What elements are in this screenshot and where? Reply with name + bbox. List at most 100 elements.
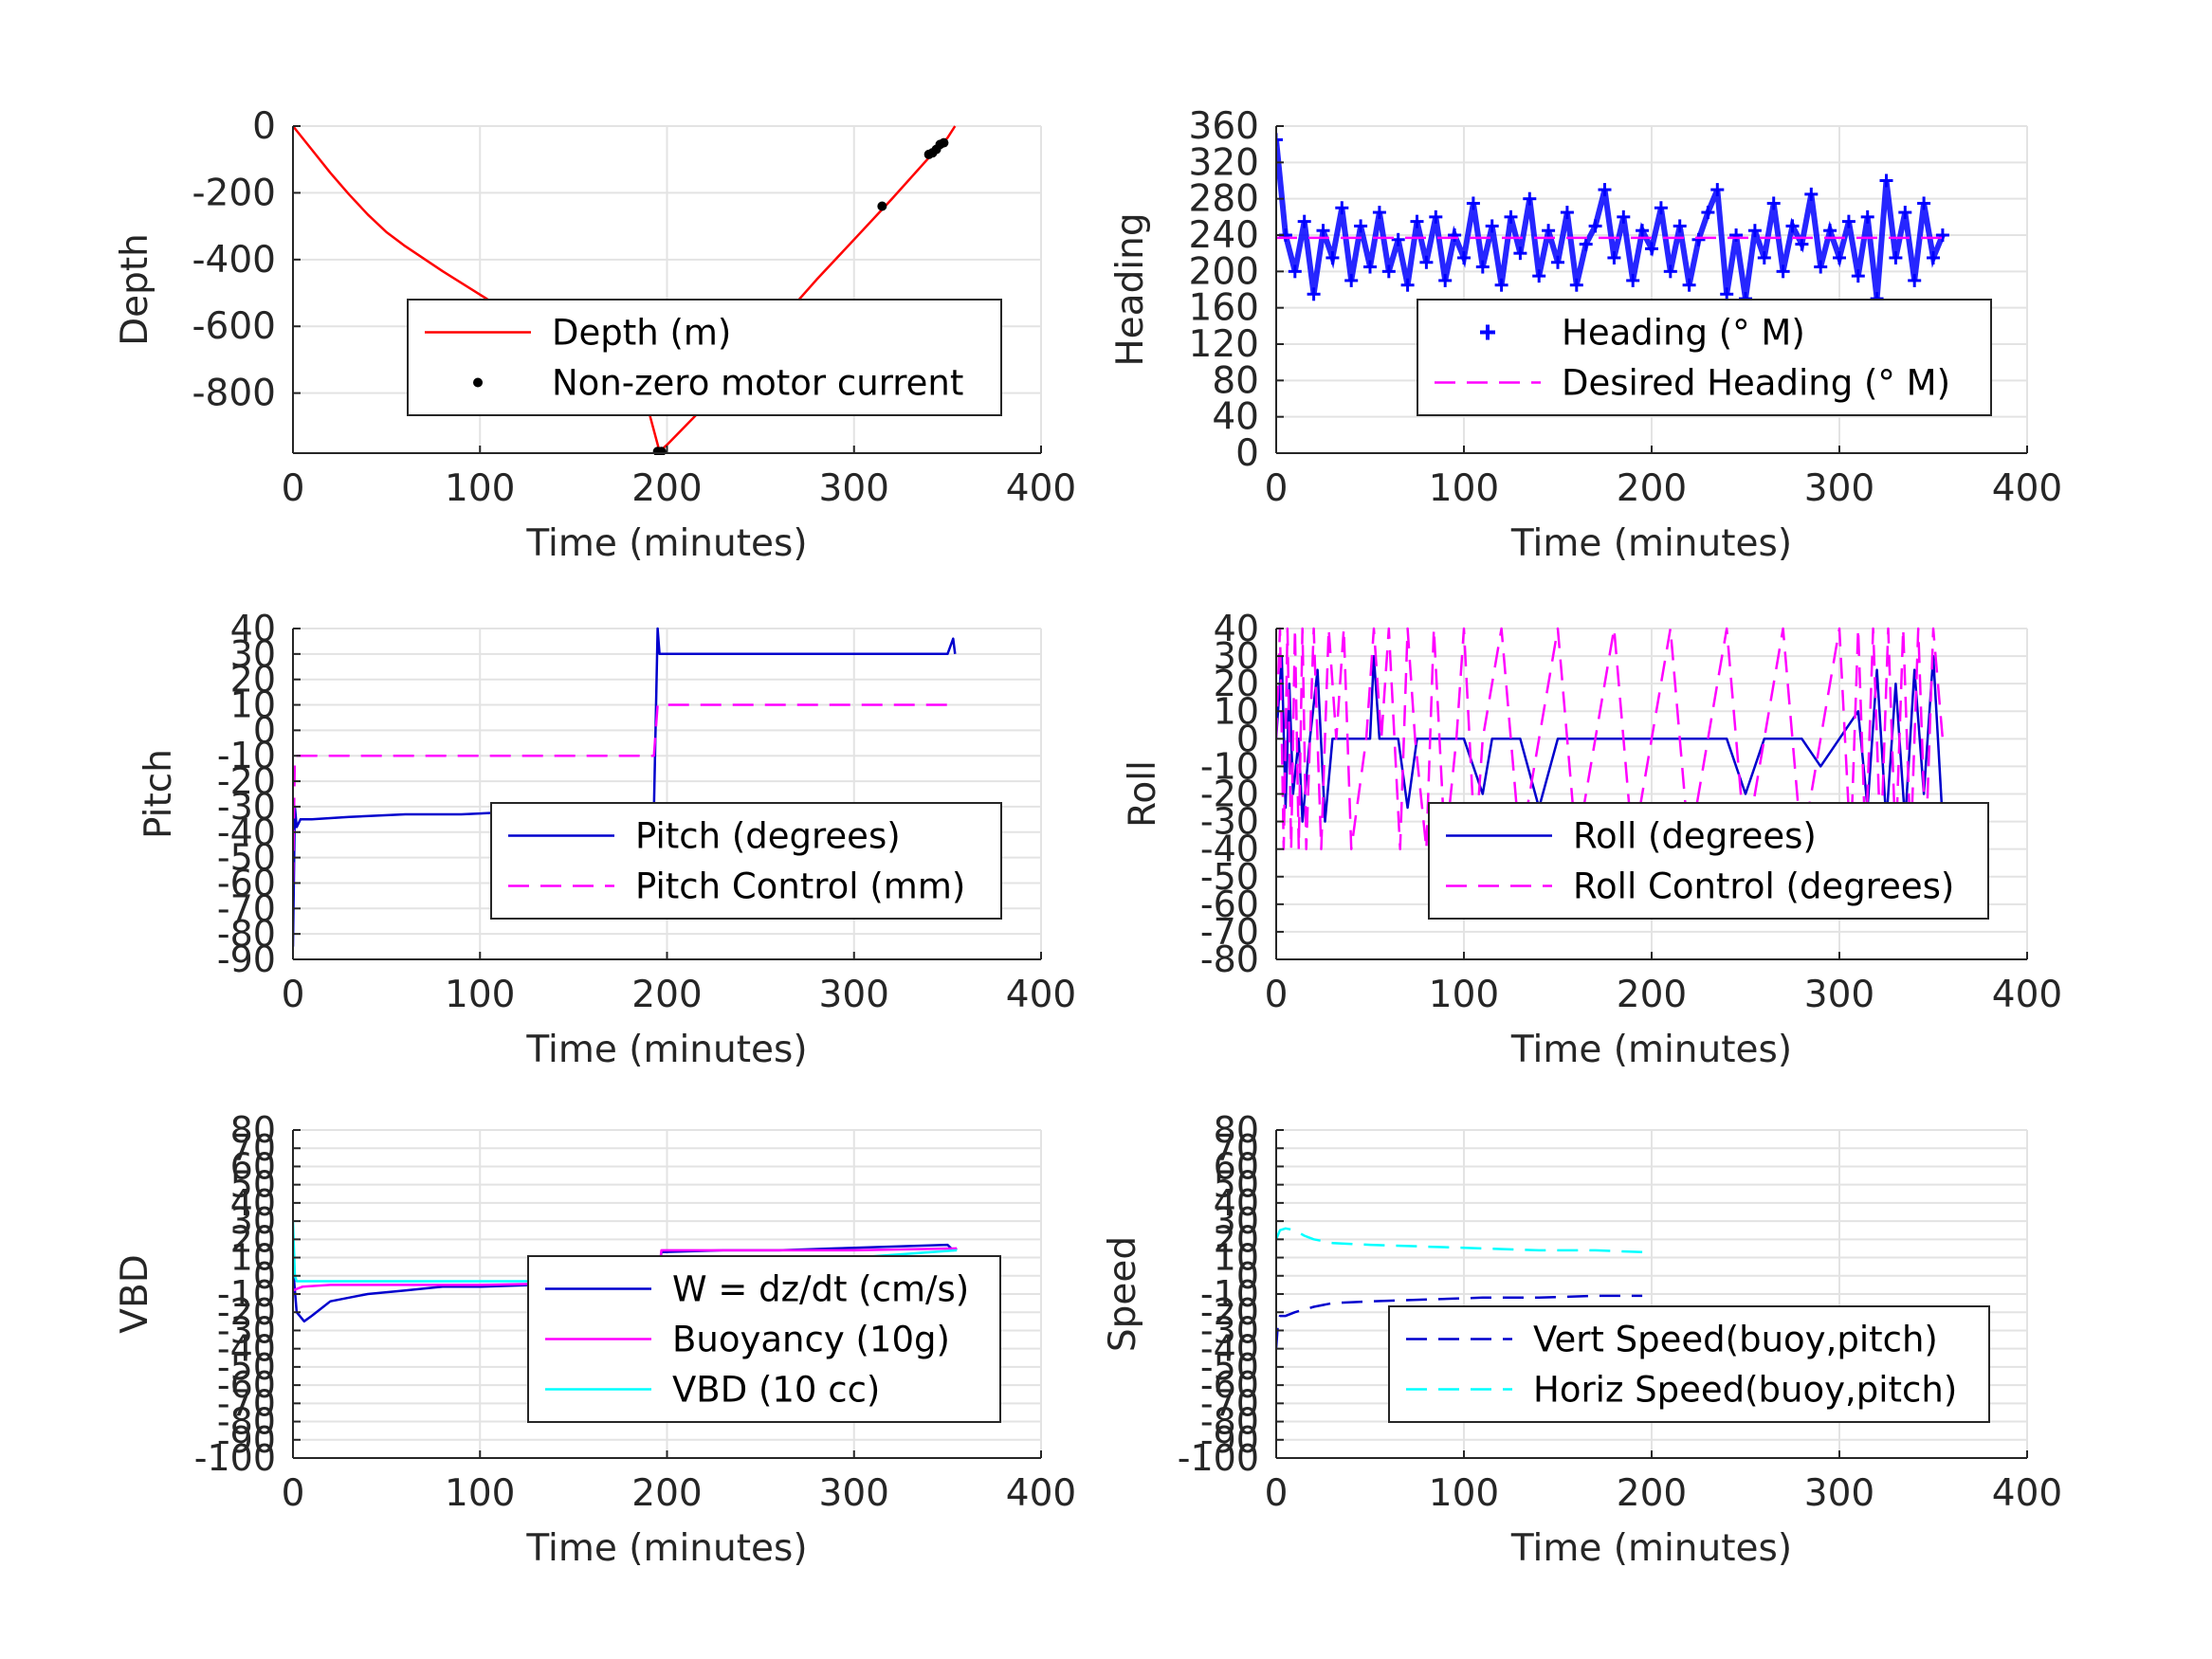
heading-y-tick-label: 160 [1189,287,1259,330]
vbd-y-tick-label: -40 [217,1328,276,1370]
roll-y-tick-label: 30 [1214,635,1259,677]
vbd-y-tick-label: 50 [230,1164,276,1206]
vbd-x-tick-label: 300 [819,1472,889,1515]
vbd-x-axis-label: Time (minutes) [525,1527,807,1570]
roll-y-tick-label: 10 [1214,690,1259,732]
speed-y-tick-label: 10 [1214,1237,1259,1279]
vbd-legend: W = dz/dt (cm/s) Buoyancy (10g) VBD (10 cc… [527,1255,1001,1423]
roll-x-tick-label: 0 [1265,974,1289,1016]
roll-x-tick-label: 100 [1429,974,1499,1016]
speed-x-axis-label: Time (minutes) [1510,1527,1792,1570]
vbd-y-tick-label: -100 [194,1437,276,1479]
speed-x-tick-label: 0 [1265,1472,1289,1515]
depth-legend: Depth (m) Non-zero motor current [407,299,1002,416]
speed-y-tick-label: -10 [1200,1273,1259,1315]
roll-y-axis-label: Roll [1122,760,1164,828]
depth-series-1-point [939,137,949,148]
pitch-legend-label: Pitch Control (mm) [635,866,965,907]
heading-y-tick-label: 240 [1189,214,1259,257]
pitch-legend: Pitch (degrees) Pitch Control (mm) [490,802,1002,920]
roll-legend-label: Roll Control (degrees) [1573,866,1954,907]
roll-x-tick-label: 400 [1992,974,2062,1016]
speed-y-tick-label: 30 [1214,1200,1259,1242]
speed-y-tick-label: 70 [1214,1127,1259,1169]
pitch-y-tick-label: -80 [217,913,276,955]
speed-y-tick-label: -60 [1200,1364,1259,1406]
depth-chart: 0 100 200 300 400 0 -200 -400 -600 -800 Time (minu… [114,105,1076,565]
pitch-series-1-line [293,703,956,884]
roll-y-tick-label: -30 [1200,801,1259,843]
roll-chart: 0 100 200 300 400403020100-10-20-30-40-50-60… [1122,608,2062,1071]
heading-y-tick-label: 0 [1235,432,1259,475]
depth-x-tick-label: 300 [819,467,889,510]
heading-y-tick-label: 200 [1189,250,1259,293]
speed-y-axis-label: Speed [1102,1236,1144,1352]
heading-series-0-marker [1276,133,1283,147]
speed-y-tick-label: -70 [1200,1382,1259,1424]
pitch-chart: 0 100 200 300 400403020100-10-20-30-40-50-60… [137,608,1076,1071]
speed-y-tick-label: 60 [1214,1145,1259,1187]
pitch-x-tick-label: 400 [1006,974,1076,1016]
heading-x-tick-label: 200 [1617,467,1687,510]
roll-y-tick-label: 20 [1214,663,1259,704]
heading-x-tick-label: 0 [1265,467,1289,510]
heading-x-axis-label: Time (minutes) [1510,522,1792,565]
pitch-x-tick-label: 0 [282,974,305,1016]
vbd-x-tick-label: 100 [445,1472,515,1515]
heading-legend: Heading (° M) Desired Heading (° M) [1417,299,1992,416]
vbd-y-tick-label: 70 [230,1127,276,1169]
pitch-x-axis-label: Time (minutes) [525,1029,807,1071]
pitch-y-tick-label: -40 [217,811,276,853]
heading-y-tick-label: 320 [1189,141,1259,184]
vbd-y-tick-label: -90 [217,1419,276,1461]
depth-y-tick-label: -600 [192,305,276,348]
vbd-y-tick-label: 10 [230,1237,276,1279]
vbd-legend-label: Buoyancy (10g) [672,1320,950,1360]
speed-legend: Vert Speed(buoy,pitch) Horiz Speed(buoy,p… [1388,1305,1990,1423]
speed-y-tick-label: 0 [1236,1255,1259,1297]
depth-y-tick-label: -200 [192,172,276,214]
vbd-x-tick-label: 0 [282,1472,305,1515]
pitch-y-tick-label: -50 [217,837,276,879]
roll-y-tick-label: -40 [1200,829,1259,870]
vbd-y-tick-label: 30 [230,1200,276,1242]
pitch-y-tick-label: -30 [217,786,276,828]
speed-x-tick-label: 100 [1429,1472,1499,1515]
depth-series-1-point [656,447,667,455]
depth-x-tick-label: 200 [631,467,702,510]
pitch-y-tick-label: -90 [217,939,276,980]
speed-y-tick-label: 80 [1214,1109,1259,1151]
speed-data-layer [1276,1227,1643,1349]
speed-chart: 0 100 200 300 40080706050403020100-10-20-30-… [1102,1109,2062,1570]
roll-y-tick-label: -50 [1200,856,1259,898]
speed-y-tick-label: -30 [1200,1309,1259,1351]
pitch-y-tick-label: 30 [230,633,276,675]
heading-chart: 0 100 200 300 40004080120160200240280320360T… [1109,105,2062,565]
speed-y-tick-label: -90 [1200,1419,1259,1461]
heading-y-tick-label: 120 [1189,323,1259,366]
roll-y-tick-label: -20 [1200,774,1259,815]
vbd-y-tick-label: 40 [230,1182,276,1224]
heading-legend-label: Desired Heading (° M) [1562,363,1950,404]
roll-legend-label: Roll (degrees) [1573,816,1817,857]
roll-y-tick-label: -60 [1200,884,1259,925]
speed-y-tick-label: -100 [1178,1437,1259,1479]
heading-series-0-trace [1276,139,1946,300]
roll-x-tick-label: 200 [1617,974,1687,1016]
speed-y-tick-label: -40 [1200,1328,1259,1370]
pitch-x-tick-label: 300 [819,974,889,1016]
speed-series-1-line [1276,1227,1643,1254]
pitch-y-tick-label: -70 [217,887,276,929]
vbd-y-tick-label: 0 [253,1255,276,1297]
speed-y-tick-label: -20 [1200,1291,1259,1333]
pitch-y-tick-label: -60 [217,862,276,903]
pitch-y-tick-label: 40 [230,608,276,649]
speed-legend-label: Horiz Speed(buoy,pitch) [1533,1370,1957,1411]
speed-y-tick-label: 50 [1214,1164,1259,1206]
heading-x-tick-label: 300 [1804,467,1874,510]
heading-x-tick-label: 400 [1992,467,2062,510]
speed-series-0-line [1276,1294,1643,1349]
speed-legend-box [1388,1305,1990,1423]
depth-series-1-point [877,201,887,211]
